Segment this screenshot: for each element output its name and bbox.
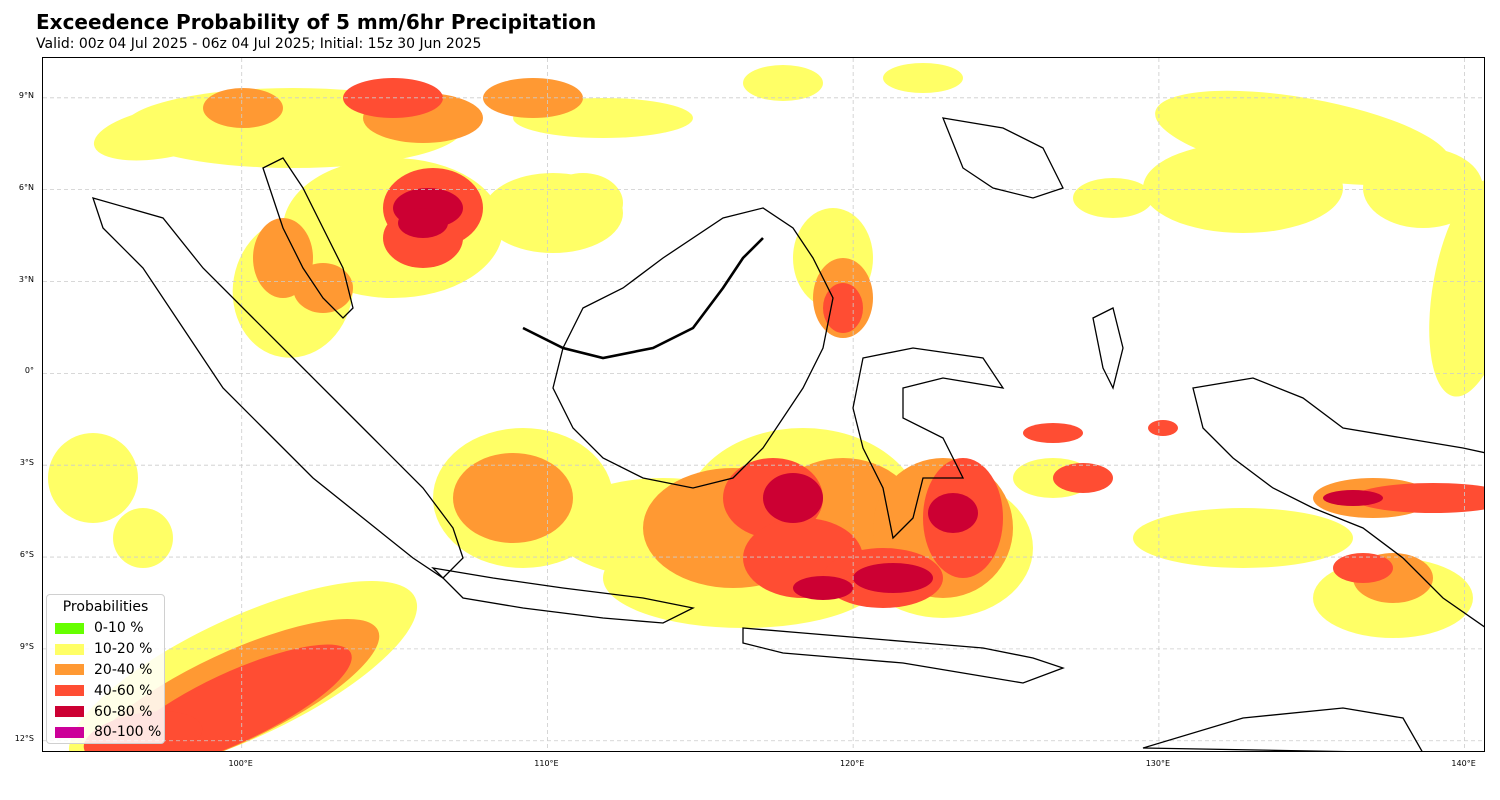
latitude-label: 3°S bbox=[19, 458, 34, 468]
coastline bbox=[1142, 707, 1423, 751]
longitude-label: 100°E bbox=[228, 759, 253, 768]
coastline bbox=[1092, 307, 1124, 390]
coastline bbox=[431, 567, 695, 624]
legend-label: 40-60 % bbox=[94, 682, 153, 699]
probability-region bbox=[763, 473, 823, 523]
latitude-label: 6°S bbox=[19, 550, 34, 560]
coastline bbox=[941, 117, 1064, 199]
coastlines bbox=[91, 117, 1484, 751]
probability-region bbox=[928, 493, 978, 533]
probability-region bbox=[1143, 143, 1343, 233]
coastline bbox=[262, 157, 354, 319]
probability-region bbox=[398, 208, 448, 238]
latitude-label: 12°S bbox=[14, 733, 34, 743]
coastline bbox=[742, 627, 1065, 684]
probability-region bbox=[1133, 508, 1353, 568]
probability-region bbox=[1333, 553, 1393, 583]
probability-region bbox=[543, 173, 623, 233]
longitude-label: 130°E bbox=[1145, 759, 1171, 768]
legend-swatch bbox=[55, 622, 84, 634]
legend-swatch bbox=[55, 643, 84, 655]
legend-label: 20-40 % bbox=[94, 661, 153, 678]
longitude-label: 110°E bbox=[534, 759, 559, 768]
probability-region bbox=[1073, 178, 1153, 218]
latitude-label: 0° bbox=[24, 366, 34, 376]
latitude-label: 6°N bbox=[18, 182, 34, 192]
probability-region bbox=[1323, 490, 1383, 506]
probability-region bbox=[1155, 90, 1451, 186]
legend-item: 0-10 % bbox=[47, 618, 164, 639]
legend-title: Probabilities bbox=[62, 599, 149, 615]
probability-region bbox=[1363, 148, 1483, 228]
longitude-label: 140°E bbox=[1451, 759, 1476, 768]
legend-label: 0-10 % bbox=[94, 620, 144, 637]
legend-swatch bbox=[55, 726, 84, 738]
legend-item: 20-40 % bbox=[47, 660, 164, 681]
probability-region bbox=[203, 88, 283, 128]
probability-region bbox=[453, 453, 573, 543]
probability-region bbox=[793, 576, 853, 600]
probability-region bbox=[1429, 179, 1484, 397]
precipitation-probability-field bbox=[48, 63, 1484, 751]
probability-region bbox=[743, 65, 823, 101]
probability-region bbox=[853, 563, 933, 593]
chart-subtitle: Valid: 00z 04 Jul 2025 - 06z 04 Jul 2025… bbox=[36, 36, 482, 52]
latitude-label: 9°S bbox=[19, 641, 34, 651]
probability-region bbox=[113, 508, 173, 568]
legend-swatch bbox=[55, 685, 84, 697]
coastline bbox=[91, 197, 464, 579]
legend-swatch bbox=[55, 664, 84, 676]
coastline bbox=[852, 347, 1005, 540]
legend-swatch bbox=[55, 706, 84, 718]
probability-region bbox=[1148, 420, 1178, 436]
legend-item: 10-20 % bbox=[47, 639, 164, 660]
latitude-label: 9°N bbox=[18, 90, 34, 100]
probability-region bbox=[883, 63, 963, 93]
legend-item: 80-100 % bbox=[47, 722, 164, 743]
map-panel bbox=[42, 57, 1485, 752]
probability-region bbox=[1023, 423, 1083, 443]
legend-item: 40-60 % bbox=[47, 680, 164, 701]
legend-label: 80-100 % bbox=[94, 724, 162, 741]
probability-region bbox=[1353, 483, 1484, 513]
probability-region bbox=[1053, 463, 1113, 493]
legend: Probabilities 0-10 % 10-20 % 20-40 % 40-… bbox=[46, 594, 165, 744]
legend-label: 10-20 % bbox=[94, 641, 153, 658]
latitude-label: 3°N bbox=[18, 274, 34, 284]
border-line bbox=[522, 237, 764, 360]
probability-region bbox=[48, 433, 138, 523]
legend-label: 60-80 % bbox=[94, 703, 153, 720]
longitude-label: 120°E bbox=[839, 759, 865, 768]
precipitation-probability-map bbox=[43, 58, 1484, 751]
coastline bbox=[1192, 377, 1484, 628]
legend-item: 60-80 % bbox=[47, 701, 164, 722]
chart-title: Exceedence Probability of 5 mm/6hr Preci… bbox=[36, 10, 597, 34]
probability-region bbox=[93, 105, 233, 161]
coastline bbox=[552, 207, 834, 489]
